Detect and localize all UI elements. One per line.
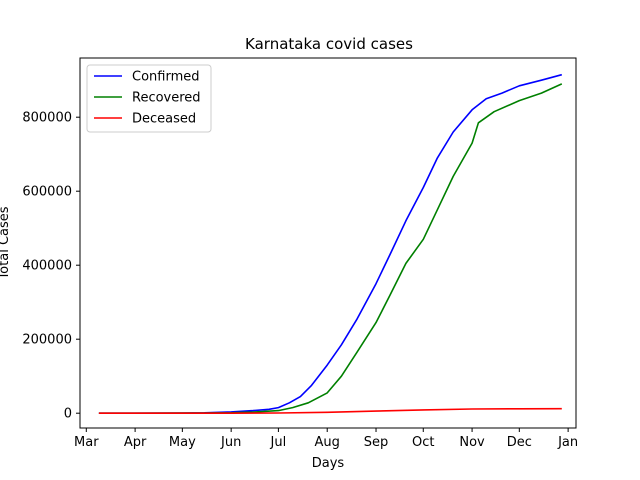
- x-tick-label: Jan: [557, 435, 578, 450]
- x-tick-label: Nov: [459, 435, 485, 450]
- legend-box: [86, 64, 212, 133]
- x-axis-label: Days: [312, 456, 345, 471]
- y-tick-label: 200000: [22, 333, 72, 348]
- x-tick-label: May: [169, 435, 196, 450]
- x-tick-label: Jun: [220, 435, 241, 450]
- y-tick-label: 0: [64, 407, 72, 422]
- series-line-deceased: [98, 407, 562, 414]
- x-tick-label: Jul: [270, 435, 287, 450]
- y-tick-label: 400000: [22, 259, 72, 274]
- plot-frame: [79, 57, 577, 429]
- x-axis: Mar Apr May Jun Jul Aug Sep Oct Nov Dec Jan: [74, 428, 578, 450]
- legend-label-recovered: Recovered: [132, 91, 201, 106]
- chart-title: Karnataka covid cases: [245, 35, 413, 53]
- x-tick-label: Dec: [507, 435, 532, 450]
- x-tick-label: Apr: [124, 435, 147, 450]
- legend-label-deceased: Deceased: [132, 112, 196, 127]
- y-tick-label: 800000: [22, 111, 72, 126]
- y-axis: 0 200000 400000 600000 800000: [22, 111, 80, 422]
- x-tick-label: Mar: [74, 435, 99, 450]
- series-line-confirmed: [98, 73, 563, 414]
- x-tick-label: Sep: [364, 435, 389, 450]
- y-tick-label: 600000: [22, 185, 72, 200]
- legend-label-confirmed: Confirmed: [132, 70, 200, 85]
- y-axis-label: Total Cases: [0, 206, 12, 280]
- series-group: [98, 73, 563, 414]
- x-tick-label: Aug: [315, 435, 340, 450]
- x-tick-label: Oct: [412, 435, 434, 450]
- legend: Confirmed Recovered Deceased: [86, 64, 212, 133]
